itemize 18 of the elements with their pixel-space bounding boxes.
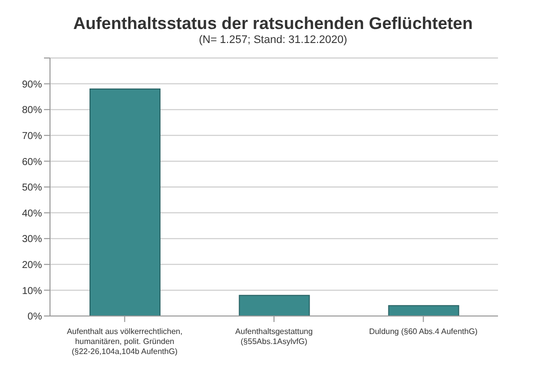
y-tick-label: 0% — [28, 312, 42, 323]
x-tick-label: Aufenthalt aus völkerrechtlichen, humanitären, polit. Gründen (§22-26,104a,104b AufenthG) — [66, 327, 182, 356]
y-tick-label: 10% — [22, 286, 42, 297]
y-tick-label: 20% — [22, 260, 42, 271]
y-tick-label: 50% — [22, 182, 42, 194]
chart-title: Aufenthaltsstatus der ratsuchenden Geflüchteten — [72, 13, 474, 34]
y-tick-label: 70% — [22, 130, 42, 142]
y-tick-label: 30% — [22, 234, 42, 246]
y-tick-label: 80% — [22, 105, 42, 116]
y-tick-label: 90% — [22, 79, 42, 90]
x-tick-label: Aufenthaltsgestattung (§55Abs.1AsylvfG) — [235, 327, 313, 346]
y-tick-label: 60% — [22, 156, 42, 168]
bar — [388, 305, 460, 316]
x-tick-label: Duldung (§60 Abs.4 AufenthG) — [369, 327, 478, 336]
chart-subtitle: (N= 1.257; Stand: 31.12.2020) — [198, 34, 348, 46]
y-tick-label: 40% — [22, 208, 42, 220]
bar — [238, 294, 310, 316]
bar — [90, 88, 160, 316]
